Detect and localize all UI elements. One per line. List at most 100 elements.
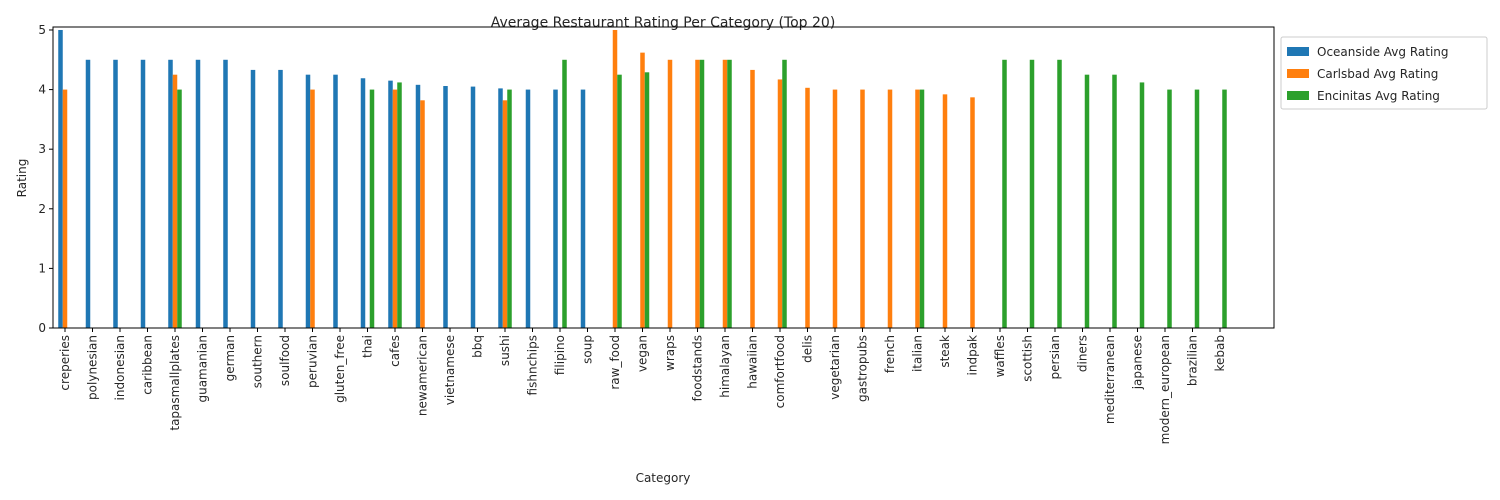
x-tick-label: kebab (1213, 335, 1227, 372)
bar-himalayan-series-2 (727, 59, 732, 328)
bar-soup-series-0 (580, 89, 586, 328)
bar-brazilian-series-2 (1194, 89, 1200, 328)
x-tick-label: creperies (58, 335, 72, 391)
y-tick-label: 2 (38, 202, 46, 216)
x-tick-label: foodstands (691, 335, 705, 401)
x-tick-label: german (223, 335, 237, 381)
x-tick-label: hawaiian (746, 335, 760, 389)
bar-delis-series-1 (805, 87, 810, 328)
bar-tapasmallplates-series-0 (168, 59, 173, 328)
legend-box (1280, 36, 1488, 110)
x-tick-label: thai (361, 335, 375, 358)
bar-italian-series-1 (915, 89, 920, 328)
bar-persian-series-2 (1057, 59, 1062, 328)
y-tick-label: 5 (38, 23, 46, 37)
bar-cafes-series-1 (392, 89, 398, 328)
plot-frame (52, 26, 1275, 329)
x-tick-label: soulfood (278, 335, 292, 386)
x-tick-label: vietnamese (443, 335, 457, 405)
bar-vegetarian-series-1 (832, 89, 838, 328)
bar-comfortfood-series-1 (777, 79, 783, 328)
y-axis: 0 1 2 3 4 5 (38, 23, 53, 335)
y-tick-label: 3 (38, 142, 46, 156)
bar-modern_european-series-2 (1167, 89, 1172, 328)
x-tick-label: bbq (471, 335, 485, 358)
bar-scottish-series-2 (1029, 59, 1035, 328)
bar-soulfood-series-0 (278, 69, 283, 328)
bar-filipino-series-2 (562, 59, 567, 328)
x-tick-label: steak (938, 335, 952, 368)
legend-label: Carlsbad Avg Rating (1317, 67, 1438, 81)
bar-fishnchips-series-0 (525, 89, 531, 328)
x-tick-label: comfortfood (773, 335, 787, 408)
bar-southern-series-0 (250, 69, 256, 328)
x-tick-label: wraps (663, 335, 677, 371)
y-tick-label: 4 (38, 83, 46, 97)
y-tick-label: 0 (38, 321, 46, 335)
bar-wraps-series-1 (667, 59, 673, 328)
x-tick-label: soup (581, 335, 595, 364)
bar-waffles-series-2 (1002, 59, 1007, 328)
bar-creperies-series-0 (58, 29, 63, 328)
x-tick-label: indonesian (113, 335, 127, 400)
bar-polynesian-series-0 (85, 59, 91, 328)
x-tick-label: newamerican (416, 335, 430, 416)
bar-tapasmallplates-series-1 (172, 74, 178, 329)
x-tick-label: brazilian (1186, 335, 1200, 386)
bar-vegan-series-1 (640, 52, 645, 328)
bar-diners-series-2 (1084, 74, 1090, 329)
x-tick-label: fishnchips (526, 335, 540, 395)
x-tick-label: persian (1048, 335, 1062, 379)
x-tick-label: raw_food (608, 335, 622, 390)
x-tick-label: gastropubs (856, 335, 870, 402)
bar-filipino-series-0 (553, 89, 558, 328)
bar-hawaiian-series-1 (750, 69, 755, 328)
bar-cafes-series-0 (388, 80, 393, 328)
legend-label: Oceanside Avg Rating (1317, 45, 1449, 59)
bar-steak-series-1 (942, 94, 948, 328)
bar-gluten_free-series-0 (333, 74, 338, 329)
bar-kebab-series-2 (1222, 89, 1227, 328)
bar-foodstands-series-2 (699, 59, 705, 328)
bar-thai-series-0 (360, 78, 366, 328)
x-tick-label: tapasmallplates (168, 335, 182, 431)
y-axis-label: Rating (15, 159, 29, 198)
bar-comfortfood-series-2 (782, 59, 787, 328)
bar-mediterranean-series-2 (1112, 74, 1117, 329)
x-tick-label: waffles (993, 335, 1007, 377)
bar-cafes-series-2 (397, 82, 402, 329)
bar-foodstands-series-1 (695, 59, 700, 328)
bar-creperies-series-1 (62, 89, 68, 328)
bar-himalayan-series-1 (722, 59, 728, 328)
x-tick-label: guamanian (196, 335, 210, 403)
bar-newamerican-series-1 (420, 100, 425, 328)
x-tick-label: vegetarian (828, 335, 842, 400)
x-tick-label: modern_european (1158, 335, 1172, 444)
x-tick-label: southern (251, 335, 265, 388)
legend: Oceanside Avg Rating Carlsbad Avg Rating E… (1280, 36, 1488, 110)
bar-italian-series-2 (919, 89, 925, 328)
bar-german-series-0 (223, 59, 228, 328)
plot-area (58, 29, 1227, 329)
bar-caribbean-series-0 (140, 59, 146, 328)
x-axis: creperies polynesian indonesian caribbean ta… (58, 328, 1227, 444)
x-tick-label: gluten_free (333, 335, 347, 403)
x-tick-label: japanese (1131, 335, 1145, 390)
x-tick-label: peruvian (306, 335, 320, 388)
bar-indpak-series-1 (970, 97, 975, 328)
bar-bbq-series-0 (470, 86, 476, 328)
x-tick-label: sushi (498, 335, 512, 366)
bar-indonesian-series-0 (113, 59, 118, 328)
bar-vegan-series-2 (644, 72, 650, 328)
bar-vietnamese-series-0 (443, 86, 448, 328)
bar-peruvian-series-0 (305, 74, 311, 329)
x-tick-label: indpak (966, 335, 980, 376)
bar-tapasmallplates-series-2 (177, 89, 182, 328)
x-tick-label: delis (801, 335, 815, 363)
x-tick-label: cafes (388, 335, 402, 367)
x-tick-label: scottish (1021, 335, 1035, 382)
x-tick-label: french (883, 335, 897, 373)
bar-raw_food-series-1 (612, 29, 618, 328)
